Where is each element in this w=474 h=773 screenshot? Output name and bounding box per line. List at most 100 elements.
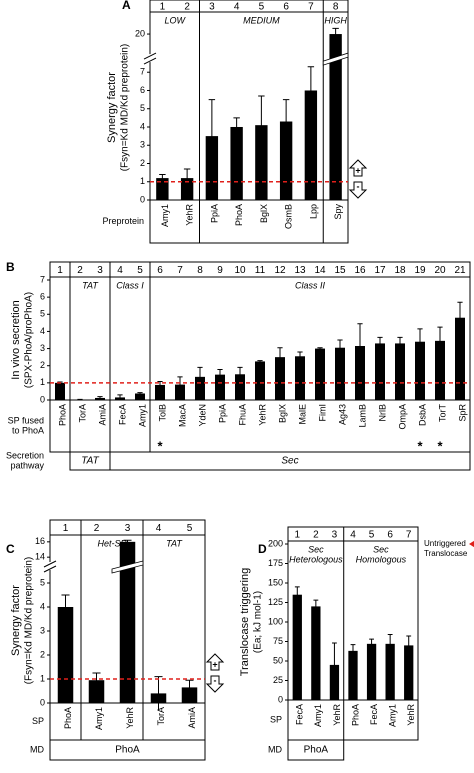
bar: [180, 178, 194, 200]
y-tick-label: 1: [40, 673, 45, 683]
column-number: 5: [187, 523, 193, 534]
column-number: 5: [137, 265, 143, 276]
column-number: 4: [156, 523, 162, 534]
error-bar: [154, 676, 163, 711]
column-number: 13: [294, 265, 306, 276]
error-bar: [282, 99, 290, 144]
column-number: 7: [406, 530, 412, 541]
error-bar: [337, 339, 343, 356]
error-bar: [258, 95, 265, 155]
y-axis-label: (Ea; kJ mol-1): [253, 591, 264, 653]
asterisk: *: [417, 438, 423, 453]
row-label: to PhoA: [12, 425, 44, 435]
error-bar: [350, 644, 356, 658]
bar: [292, 594, 302, 700]
column-number: 5: [259, 2, 265, 13]
y-tick-label: 5: [40, 577, 45, 587]
group-label: Homologous: [356, 554, 407, 564]
y-tick-label: 3: [140, 140, 145, 150]
category-label: Lpp: [308, 204, 318, 219]
column-number: 1: [63, 523, 69, 534]
annotation: Untriggered: [424, 539, 466, 548]
bar: [215, 374, 225, 400]
y-axis-label: Translocase triggering: [239, 568, 251, 676]
bar: [156, 178, 169, 200]
error-bar: [137, 392, 143, 395]
up-arrow: [348, 159, 368, 177]
category-label: YehR: [185, 204, 195, 226]
y-tick-label: 100: [268, 616, 283, 626]
arrow-label: +: [212, 659, 217, 669]
error-bar: [397, 336, 403, 350]
category-label: FecA: [295, 704, 305, 725]
y-tick-label: 175: [268, 558, 283, 568]
column-number: 21: [454, 265, 466, 276]
y-tick-label: 2: [40, 649, 45, 659]
arrow-label: +: [355, 165, 360, 175]
category-label: Amy1: [160, 204, 170, 227]
panel-letter: A: [122, 0, 131, 12]
category-label: AmiA: [97, 404, 107, 426]
row-cell-label: PhoA: [304, 745, 329, 756]
group-label: Sec: [308, 544, 324, 554]
bar: [375, 343, 385, 400]
error-bar: [183, 168, 191, 188]
group-label: TAT: [166, 538, 183, 548]
category-label: NrlB: [377, 404, 387, 422]
bar: [355, 346, 365, 400]
y-axis-label: Synergy factor: [106, 72, 118, 143]
bar: [195, 376, 205, 400]
annotation-marker: [469, 540, 474, 548]
up-arrow: [205, 653, 225, 671]
row-label: Secretion: [6, 450, 44, 460]
error-bar: [277, 347, 283, 367]
y-tick-label: 20: [135, 28, 145, 38]
y-axis-label: Synergy factor: [10, 585, 22, 656]
down-arrow: [348, 181, 368, 199]
y-tick-label: 3: [40, 343, 45, 353]
bar: [88, 680, 105, 703]
error-bar: [357, 323, 363, 369]
column-number: 1: [160, 2, 166, 13]
category-label: Spy: [333, 204, 343, 220]
category-label: Amy1: [137, 404, 147, 427]
group-label: TAT: [82, 280, 99, 290]
column-number: 11: [255, 265, 266, 276]
category-label: FhuA: [237, 404, 247, 426]
bar: [415, 341, 425, 400]
row-label: pathway: [10, 460, 44, 470]
category-label: MacA: [177, 404, 187, 427]
column-number: 7: [177, 265, 183, 276]
error-bar: [217, 368, 223, 380]
group-label: Sec: [373, 544, 389, 554]
error-bar: [387, 633, 393, 654]
error-bar: [77, 398, 83, 400]
y-tick-label: 4: [40, 326, 45, 336]
error-bar: [177, 376, 183, 393]
y-tick-label: 16: [35, 536, 45, 546]
error-bar: [377, 336, 383, 350]
bar-break: [322, 52, 349, 66]
error-bar: [208, 99, 216, 173]
row-label: Preprotein: [102, 216, 144, 226]
asterisk: *: [437, 438, 443, 453]
category-label: PhoA: [234, 204, 244, 226]
error-bar: [437, 326, 443, 355]
column-number: 8: [333, 2, 339, 13]
category-label: LamB: [357, 404, 367, 428]
category-label: PhoA: [57, 404, 67, 426]
panel-letter: C: [6, 542, 15, 556]
error-bar: [313, 599, 319, 613]
y-tick-label: 6: [140, 85, 145, 95]
bar: [181, 687, 198, 703]
y-tick-label: 150: [268, 577, 283, 587]
category-label: PhoA: [63, 707, 73, 729]
column-number: 15: [334, 265, 346, 276]
y-tick-label: 3: [40, 625, 45, 635]
category-label: TorA: [77, 404, 87, 423]
category-label: Amy1: [313, 704, 323, 727]
y-tick-label: 14: [35, 552, 45, 562]
column-number: 8: [197, 265, 203, 276]
bar: [255, 361, 265, 400]
